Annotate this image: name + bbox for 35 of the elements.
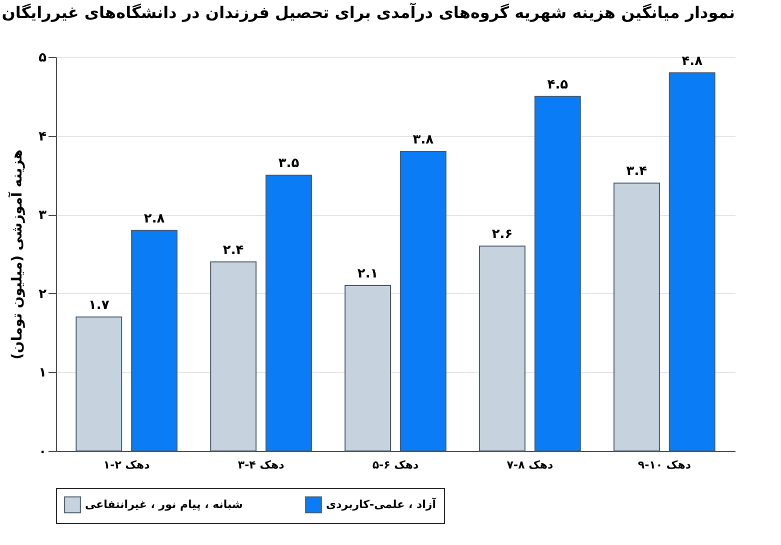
- data-label: ۳.۸: [412, 132, 434, 148]
- x-tick-label: دهک ۶-۵: [372, 458, 420, 472]
- legend-label: آزاد ، علمی-کاربردی: [326, 496, 436, 511]
- bar: [210, 261, 257, 452]
- data-label: ۴.۸: [682, 54, 703, 69]
- data-label: ۲.۶: [492, 227, 513, 242]
- data-label: ۳.۵: [278, 156, 300, 172]
- x-tick-label: دهک ۱۰-۹: [638, 458, 692, 472]
- data-label: ۲.۸: [144, 211, 165, 226]
- x-tick-label: دهک ۸-۷: [506, 458, 554, 472]
- bar: [668, 72, 716, 452]
- bar: [479, 246, 526, 452]
- y-tick-label: ۱: [38, 366, 46, 381]
- y-tick-label: ۲: [38, 286, 47, 302]
- data-label: ۲.۴: [222, 242, 244, 258]
- data-label: ۲.۱: [357, 266, 378, 282]
- y-axis-title: هزینه آموزشی (میلیون تومان): [8, 150, 26, 360]
- legend-label: شبانه ، پیام نور ، غیرانتفاعی: [85, 498, 243, 511]
- x-tick-label: دهک ۲-۱: [103, 458, 150, 472]
- chart-title: نمودار میانگین هزینه شهریه گروه‌های درآمدی برای تحصیل فرزندان در دانشگاه‌های غیررایگان: [2, 2, 735, 22]
- y-tick-label: ۳: [38, 208, 47, 224]
- bar: [400, 151, 446, 452]
- y-tick-label: ۴: [38, 129, 47, 144]
- y-tick-label: ۰: [38, 444, 46, 460]
- bar: [131, 230, 178, 452]
- data-label: ۴.۵: [547, 77, 568, 92]
- x-tick-label: دهک ۴-۳: [238, 458, 285, 472]
- bar: [613, 182, 660, 452]
- data-label: ۱.۷: [88, 298, 110, 314]
- bar: [344, 285, 392, 452]
- bar: [534, 96, 581, 452]
- bar: [76, 316, 122, 452]
- bar: [266, 174, 312, 452]
- y-tick-label: ۵: [38, 50, 47, 66]
- data-label: ۳.۴: [626, 164, 648, 180]
